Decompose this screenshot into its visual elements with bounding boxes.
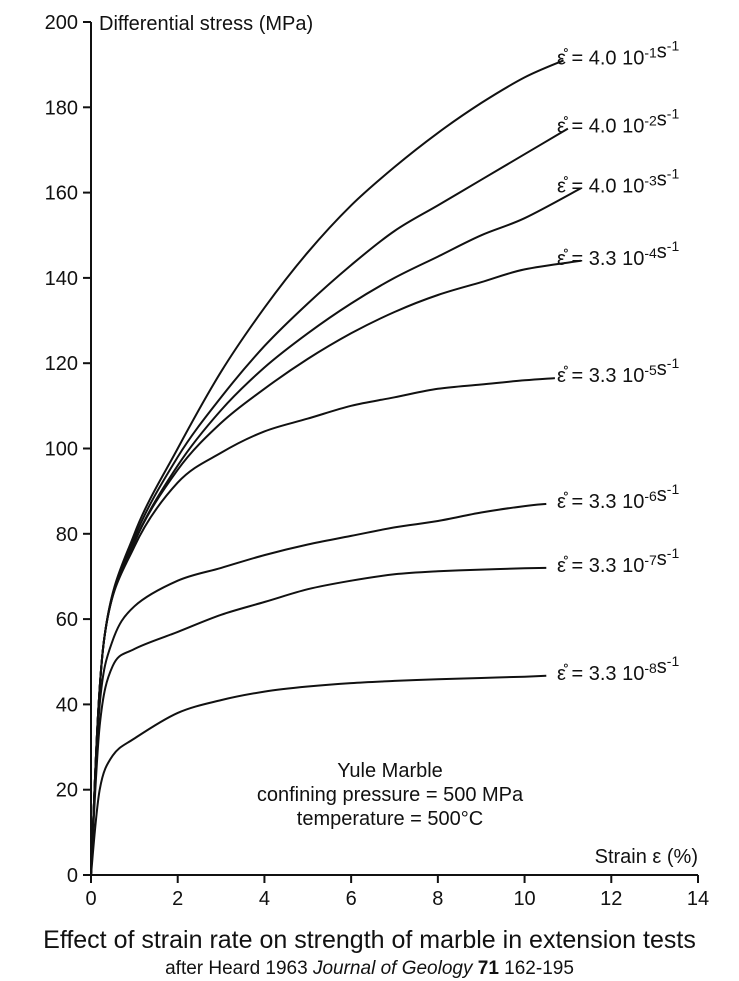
x-tick-label: 0: [85, 888, 96, 910]
x-ticks: 0 2 4 6 8 10 12 14: [85, 875, 709, 910]
chart-source-reference: after Heard 1963 Journal of Geology 71 1…: [0, 958, 739, 980]
series-label: ε̊ = 3.3 10-4s-1: [557, 238, 679, 270]
x-tick-label: 12: [600, 888, 622, 910]
source-volume: 71: [477, 958, 499, 979]
y-tick-label: 60: [56, 609, 78, 631]
series-curve: [90, 674, 547, 876]
y-tick-label: 200: [45, 12, 78, 34]
y-tick-label: 180: [45, 97, 78, 119]
source-pages: 162-195: [504, 958, 574, 979]
annotation-line-3: temperature = 500°C: [297, 808, 483, 830]
y-axis-title: Differential stress (MPa): [99, 13, 313, 35]
y-tick-label: 40: [56, 694, 78, 716]
annotation-line-1: Yule Marble: [337, 760, 443, 782]
x-tick-label: 6: [346, 888, 357, 910]
series-curve: [90, 377, 555, 876]
x-tick-label: 8: [432, 888, 443, 910]
series-label: ε̊ = 4.0 10-2s-1: [557, 106, 679, 138]
series-label: ε̊ = 3.3 10-6s-1: [557, 481, 679, 513]
source-prefix: after Heard 1963: [165, 958, 308, 979]
series-labels: ε̊ = 4.0 10-1s-1 ε̊ = 4.0 10-2s-1 ε̊ = 4.0…: [557, 37, 679, 684]
series-curve: [90, 59, 564, 876]
x-tick-label: 4: [259, 888, 270, 910]
x-axis-title: Strain ε (%): [595, 846, 698, 868]
x-tick-label: 2: [172, 888, 183, 910]
source-journal: Journal of Geology: [312, 958, 473, 979]
y-tick-label: 120: [45, 353, 78, 375]
chart-title: Effect of strain rate on strength of mar…: [43, 926, 696, 954]
y-tick-label: 160: [45, 183, 78, 205]
x-tick-label: 14: [687, 888, 709, 910]
series-curve: [90, 502, 547, 876]
series-curve: [90, 566, 547, 876]
sample-annotation: Yule Marble confining pressure = 500 MPa…: [257, 760, 524, 830]
x-tick-label: 10: [513, 888, 535, 910]
series-curve: [90, 187, 582, 876]
y-tick-label: 100: [45, 439, 78, 461]
y-ticks: 0 20 40 60 80 100 120 140 160 180 200: [45, 12, 91, 887]
series-label: ε̊ = 3.3 10-8s-1: [557, 653, 679, 685]
series-label: ε̊ = 4.0 10-1s-1: [557, 37, 679, 69]
y-tick-label: 20: [56, 780, 78, 802]
series-label: ε̊ = 3.3 10-7s-1: [557, 545, 679, 577]
series-curves: [90, 59, 582, 876]
annotation-line-2: confining pressure = 500 MPa: [257, 784, 524, 806]
series-label: ε̊ = 4.0 10-3s-1: [557, 165, 679, 197]
y-tick-label: 0: [67, 865, 78, 887]
y-tick-label: 80: [56, 524, 78, 546]
y-tick-label: 140: [45, 268, 78, 290]
series-label: ε̊ = 3.3 10-5s-1: [557, 355, 679, 387]
